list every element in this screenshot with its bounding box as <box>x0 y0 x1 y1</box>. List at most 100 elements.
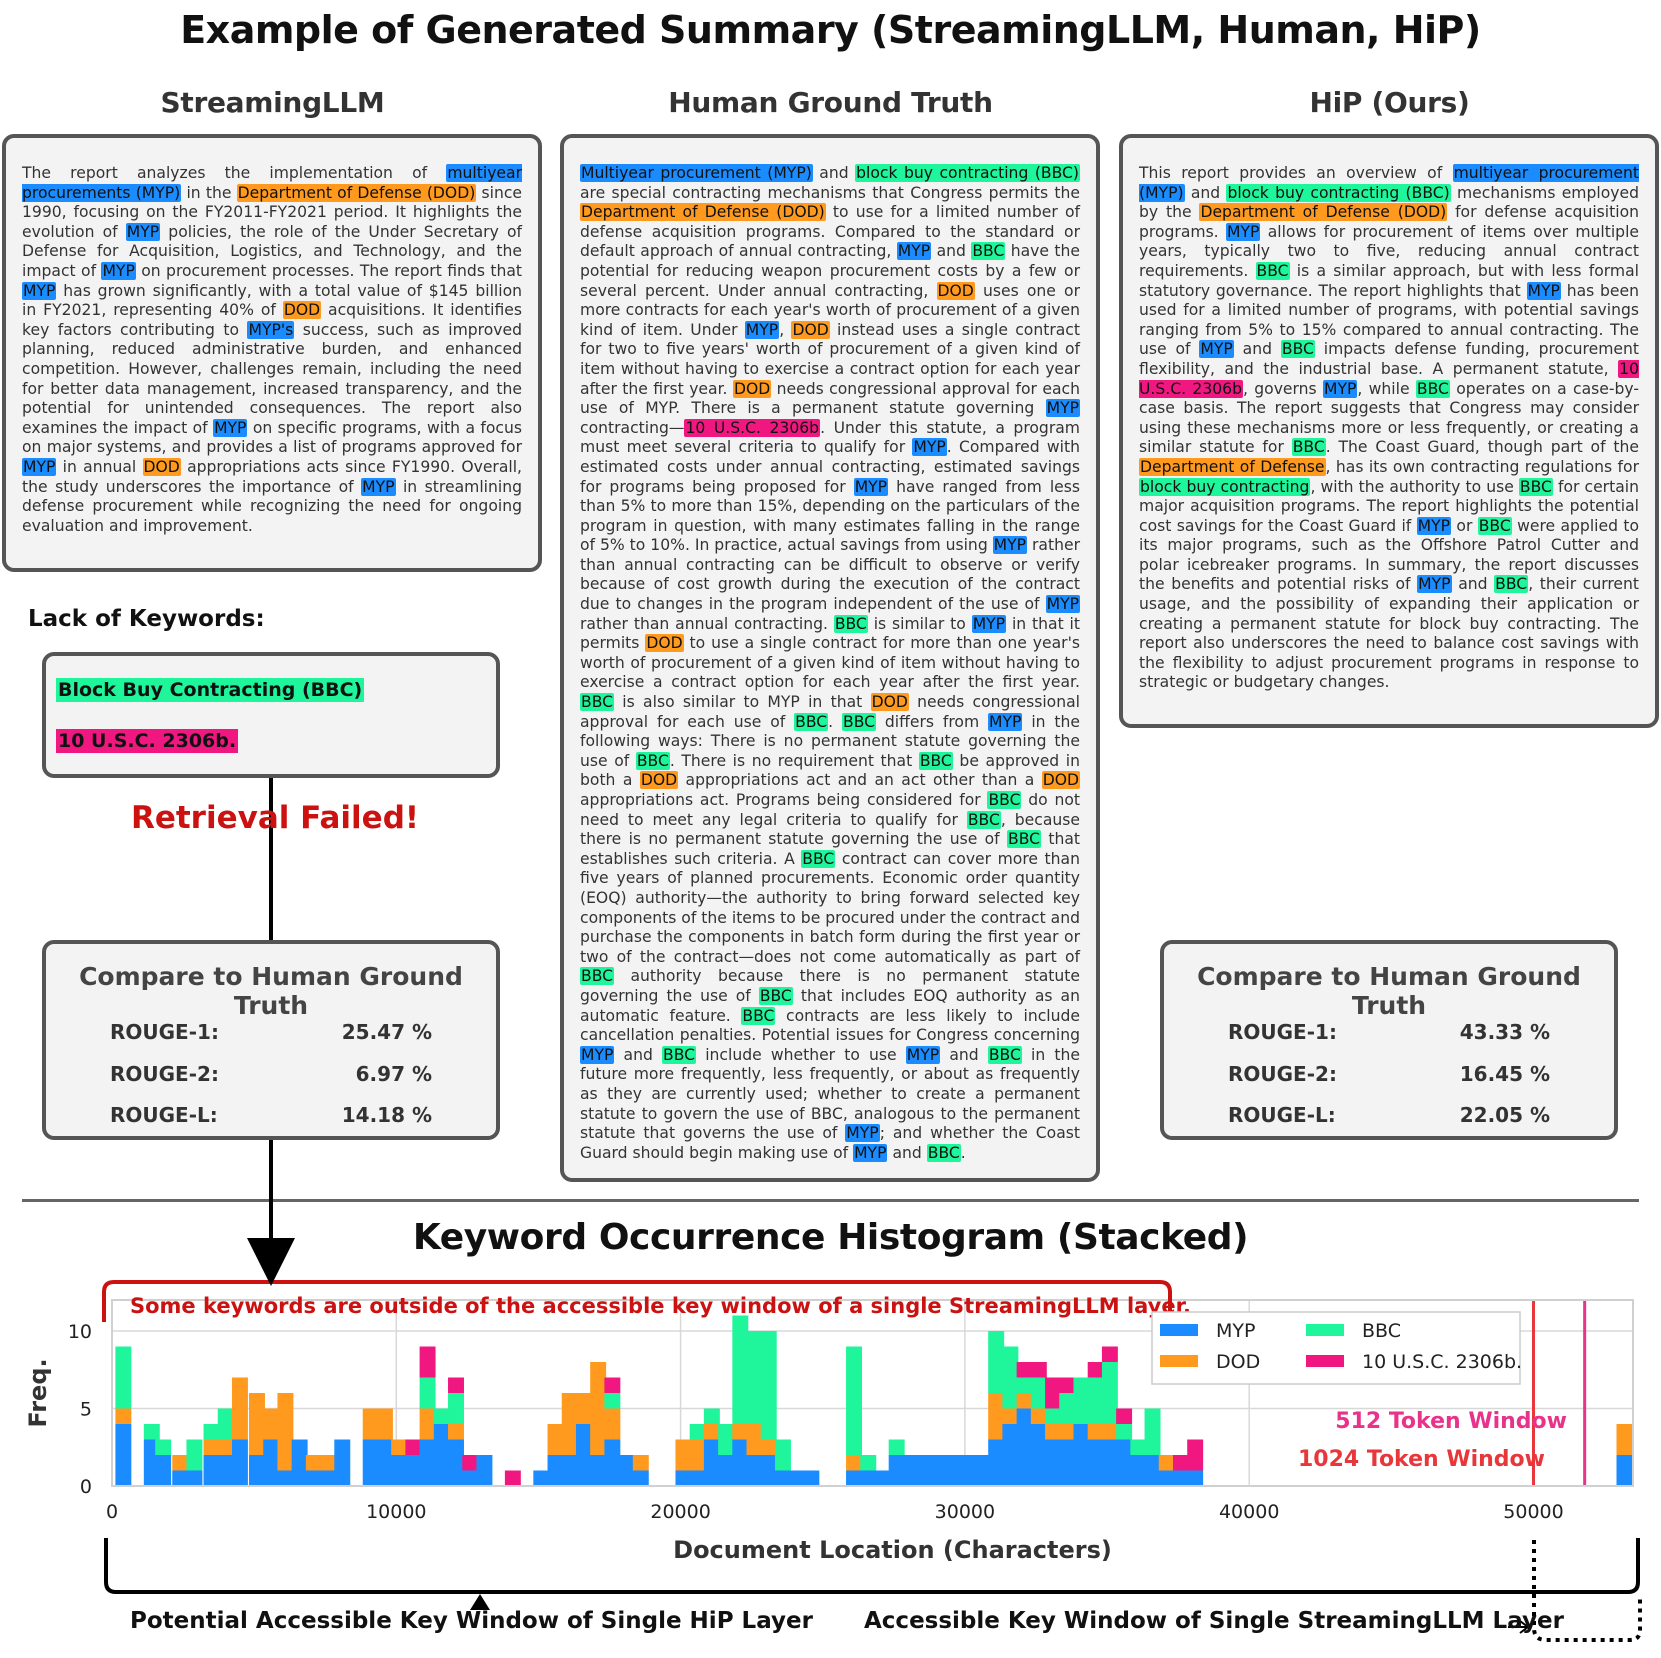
bar-segment-bbc <box>1016 1377 1033 1393</box>
chart-legend: MYP DOD BBC 10 U.S.C. 2306b. <box>1151 1311 1522 1385</box>
bar-segment-dod <box>547 1424 564 1455</box>
human-title: Human Ground Truth <box>668 86 993 119</box>
bar-segment-myp <box>1030 1424 1047 1486</box>
bar-segment-bbc <box>988 1331 1005 1393</box>
bar-segment-myp <box>320 1470 337 1486</box>
bar-segment-myp <box>155 1455 172 1486</box>
bar-segment-myp <box>391 1455 408 1486</box>
bar-segment-dod <box>376 1408 393 1440</box>
keyword-usc: 10 U.S.C. 2306b <box>684 418 821 437</box>
bar-segment-myp <box>533 1470 550 1486</box>
bar-segment-myp <box>1073 1424 1090 1486</box>
keyword-bbc: BBC <box>842 712 877 731</box>
streaming-summary-panel: The report analyzes the implementation o… <box>2 134 542 572</box>
bar-segment-myp <box>760 1455 777 1486</box>
bar-segment-myp <box>675 1470 692 1486</box>
keyword-dod: Department of Defense <box>1139 457 1326 476</box>
bar-segment-bbc <box>1030 1377 1047 1409</box>
bar-segment-bbc <box>746 1331 763 1424</box>
annotation-text: Some keywords are outside of the accessi… <box>130 1294 1191 1318</box>
keyword-dod: DOD <box>639 771 679 790</box>
keyword-myp: MYP <box>853 477 889 496</box>
bar-segment-myp <box>561 1455 578 1486</box>
bar-segment-dod <box>320 1455 337 1471</box>
bar-segment-bbc <box>115 1346 132 1409</box>
y-axis-label: Freq. <box>24 1358 52 1427</box>
rouge-1-label: ROUGE-1: <box>110 1020 219 1044</box>
bar-segment-bbc <box>433 1408 450 1424</box>
keyword-myp: MYP <box>744 320 780 339</box>
bar-segment-10-u-s-c-2306b- <box>604 1377 621 1393</box>
keyword-bbc: BBC <box>801 849 836 868</box>
bar-segment-myp <box>1087 1439 1104 1486</box>
bar-segment-myp <box>575 1424 592 1486</box>
keyword-myp: MYP <box>125 222 161 241</box>
bar-segment-bbc <box>155 1439 172 1455</box>
bar-segment-10-u-s-c-2306b- <box>1172 1455 1189 1471</box>
missing-keyword-usc: 10 U.S.C. 2306b. <box>56 729 239 753</box>
bar-segment-dod <box>760 1439 777 1455</box>
bar-segment-bbc <box>1130 1439 1147 1455</box>
rouge-l-label: ROUGE-L: <box>110 1103 218 1127</box>
keyword-myp: MYP <box>1323 379 1358 398</box>
keyword-myp: MYP <box>912 438 947 457</box>
keyword-bbc: BBC <box>1280 340 1315 359</box>
bar-segment-bbc <box>774 1439 791 1471</box>
bar-segment-myp <box>217 1455 234 1486</box>
bar-segment-bbc <box>1144 1408 1161 1455</box>
streaming-summary-text: The report analyzes the implementation o… <box>22 164 522 535</box>
section-divider <box>22 1199 1639 1202</box>
keyword-myp: MYP <box>101 261 136 280</box>
bar-segment-dod <box>1059 1424 1076 1440</box>
bar-segment-bbc <box>846 1346 862 1455</box>
keyword-myp: MYP <box>896 242 932 261</box>
keyword-bbc: BBC <box>1518 477 1553 496</box>
bar-segment-bbc <box>1101 1362 1118 1424</box>
bar-segment-bbc <box>1116 1424 1133 1440</box>
keyword-bbc: BBC <box>794 712 829 731</box>
bar-segment-myp <box>186 1470 203 1486</box>
bar-segment-bbc <box>186 1439 203 1471</box>
bar-segment-dod <box>249 1393 265 1455</box>
rouge-l-value: 22.05 % <box>1459 1103 1550 1127</box>
bar-segment-dod <box>1616 1424 1633 1455</box>
bar-segment-dod <box>277 1393 294 1471</box>
bar-segment-10-u-s-c-2306b- <box>1087 1362 1104 1378</box>
x-tick-label: 30000 <box>935 1501 995 1523</box>
bar-segment-dod <box>1030 1408 1047 1424</box>
bar-segment-myp <box>362 1439 379 1486</box>
hip-rouge-title: Compare to Human Ground Truth <box>1197 962 1581 1020</box>
bar-segment-bbc <box>732 1315 749 1424</box>
keyword-bbc: BBC <box>1291 438 1326 457</box>
keyword-dod: DOD <box>870 693 909 712</box>
bar-segment-10-u-s-c-2306b- <box>1187 1439 1204 1471</box>
streaming-rouge-title: Compare to Human Ground Truth <box>79 962 463 1020</box>
keyword-myp: MYP <box>905 1045 941 1064</box>
bar-segment-bbc <box>1045 1408 1062 1424</box>
bar-segment-dod <box>391 1439 408 1455</box>
bar-segment-myp <box>632 1470 649 1486</box>
keyword-myp: MYP <box>1045 595 1080 614</box>
bar-segment-myp <box>931 1455 948 1486</box>
keyword-bbc: BBC <box>758 986 793 1005</box>
keyword-myp: MYP <box>1225 222 1261 241</box>
rouge-l-value: 14.18 % <box>341 1103 432 1127</box>
bar-segment-myp <box>917 1455 934 1486</box>
keyword-myp: MYP <box>580 1045 615 1064</box>
bar-segment-10-u-s-c-2306b- <box>405 1439 422 1455</box>
keyword-myp: MYP <box>853 1143 888 1162</box>
keyword-bbc: BBC <box>833 614 868 633</box>
bar-segment-dod <box>305 1455 322 1471</box>
bar-segment-dod <box>115 1408 132 1424</box>
legend-label: 10 U.S.C. 2306b. <box>1362 1351 1522 1373</box>
keyword-dod: DOD <box>1041 771 1081 790</box>
bar-segment-dod <box>231 1377 248 1440</box>
bar-segment-dod <box>203 1439 220 1455</box>
keyword-myp: MYP <box>22 457 57 476</box>
keyword-bbc: BBC <box>1255 261 1290 280</box>
legend-box <box>1151 1311 1521 1385</box>
rouge-1-value: 43.33 % <box>1459 1020 1550 1044</box>
legend-swatch <box>1306 1324 1344 1336</box>
keyword-myp: MYP <box>845 1124 880 1143</box>
streaming-rouge-box: Compare to Human Ground Truth ROUGE-1: 2… <box>42 940 500 1140</box>
